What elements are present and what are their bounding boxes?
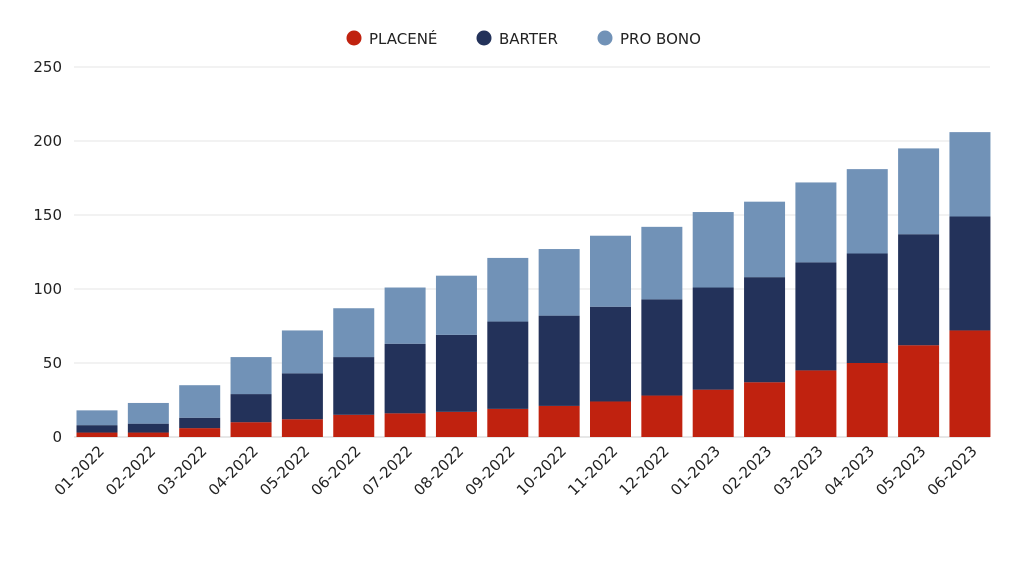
bar-segment <box>538 405 580 437</box>
bar-segment <box>846 253 888 363</box>
legend-swatch <box>476 30 492 46</box>
x-tick-label: 04-2022 <box>205 442 262 499</box>
bar-segment <box>230 394 272 423</box>
bar-segment <box>127 402 169 424</box>
bar-segment <box>744 201 786 278</box>
bar-segment <box>949 330 991 437</box>
bar-segment <box>127 432 169 437</box>
y-tick-label: 50 <box>43 354 62 372</box>
y-tick-label: 0 <box>52 428 62 446</box>
x-tick-label: 02-2022 <box>102 442 159 499</box>
legend: PLACENÉ BARTER PRO BONO <box>346 29 701 48</box>
y-tick-label: 200 <box>33 132 62 150</box>
legend-label: PRO BONO <box>620 30 701 48</box>
x-tick-label: 03-2023 <box>770 442 827 499</box>
bar-segment <box>949 216 991 331</box>
bar-segment <box>692 389 734 437</box>
x-tick-label: 06-2023 <box>924 442 981 499</box>
y-tick-label: 100 <box>33 280 62 298</box>
y-tick-label: 150 <box>33 206 62 224</box>
x-tick-label: 08-2022 <box>410 442 467 499</box>
bar-segment <box>641 395 683 437</box>
x-tick-label: 03-2022 <box>153 442 210 499</box>
bar-segment <box>76 432 118 437</box>
x-tick-label: 05-2022 <box>256 442 313 499</box>
bar-segment <box>76 425 118 433</box>
bar-segment <box>435 334 477 412</box>
bar-segment <box>333 414 375 437</box>
bar-segment <box>333 308 375 358</box>
legend-label: PLACENÉ <box>369 29 437 48</box>
x-axis: 01-202202-202203-202204-202205-202206-20… <box>51 442 981 499</box>
bar-segment <box>641 226 683 300</box>
legend-label: BARTER <box>499 30 558 48</box>
y-tick-label: 250 <box>33 58 62 76</box>
bar-segment <box>384 343 426 414</box>
bar-segment <box>487 257 529 322</box>
bar-segment <box>281 373 323 420</box>
bar-segment <box>127 423 169 433</box>
bar-segment <box>179 417 221 429</box>
bar-segment <box>538 315 580 406</box>
bar-segment <box>590 235 631 307</box>
bar-segment <box>590 306 631 402</box>
bar-segment <box>384 413 426 437</box>
bar-segment <box>487 408 529 437</box>
x-tick-label: 06-2022 <box>308 442 365 499</box>
bar-segment <box>590 401 631 437</box>
bar-segment <box>281 330 323 374</box>
bar-segment <box>898 345 940 437</box>
bars <box>76 132 991 437</box>
bar-segment <box>795 262 837 371</box>
bar-segment <box>846 363 888 437</box>
bar-segment <box>641 299 683 396</box>
legend-swatch <box>597 30 613 46</box>
bar-segment <box>692 287 734 390</box>
x-tick-label: 07-2022 <box>359 442 416 499</box>
legend-swatch <box>346 30 362 46</box>
bar-segment <box>898 234 940 346</box>
x-tick-label: 01-2023 <box>667 442 724 499</box>
bar-segment <box>230 357 272 395</box>
bar-segment <box>179 385 221 418</box>
bar-segment <box>846 169 888 254</box>
x-tick-label: 09-2022 <box>462 442 519 499</box>
bar-segment <box>795 182 837 263</box>
bar-segment <box>384 287 426 344</box>
x-tick-label: 01-2022 <box>51 442 108 499</box>
bar-segment <box>435 275 477 335</box>
bar-segment <box>898 148 940 235</box>
bar-segment <box>179 428 221 437</box>
x-tick-label: 10-2022 <box>513 442 570 499</box>
bar-segment <box>230 422 272 437</box>
bar-segment <box>281 419 323 437</box>
bar-segment <box>795 370 837 437</box>
bar-segment <box>487 321 529 409</box>
grid <box>74 66 990 438</box>
bar-segment <box>744 382 786 437</box>
bar-segment <box>744 277 786 383</box>
x-tick-label: 12-2022 <box>616 442 673 499</box>
x-tick-label: 02-2023 <box>718 442 775 499</box>
x-tick-label: 11-2022 <box>564 442 621 499</box>
y-axis: 0 50 100 150 200 250 <box>33 58 62 446</box>
bar-segment <box>435 411 477 437</box>
bar-segment <box>333 357 375 415</box>
bar-segment <box>949 132 991 217</box>
bar-segment <box>692 212 734 288</box>
x-tick-label: 04-2023 <box>821 442 878 499</box>
bar-segment <box>538 249 580 316</box>
x-tick-label: 05-2023 <box>872 442 929 499</box>
bar-segment <box>76 410 118 426</box>
